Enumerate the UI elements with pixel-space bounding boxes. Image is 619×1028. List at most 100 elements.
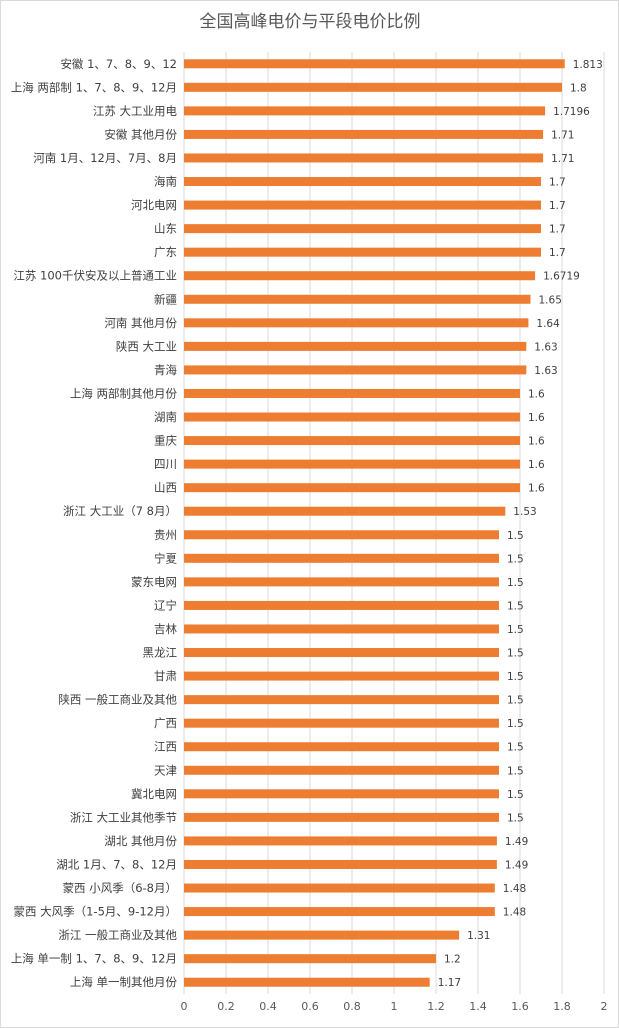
category-label: 河南 其他月份: [104, 316, 177, 330]
bar: [184, 907, 495, 917]
value-label: 1.71: [551, 153, 574, 165]
category-label: 辽宁: [154, 598, 177, 612]
bar: [184, 459, 520, 469]
category-label: 广东: [154, 245, 177, 259]
category-label: 上海 单一制其他月份: [70, 975, 178, 989]
bar: [184, 789, 499, 799]
bar: [184, 506, 506, 516]
category-label: 蒙西 小风季（6-8月）: [63, 881, 177, 895]
bar: [184, 624, 499, 634]
category-label: 青海: [154, 363, 177, 377]
category-label: 上海 两部制其他月份: [70, 386, 178, 400]
value-label: 1.5: [507, 553, 524, 565]
bar: [184, 412, 520, 422]
value-label: 1.5: [507, 765, 524, 777]
value-label: 1.5: [507, 718, 524, 730]
category-label: 冀北电网: [131, 787, 177, 801]
x-tick-label: 0: [181, 1000, 188, 1013]
value-label: 1.31: [467, 930, 490, 942]
x-tick-label: 1.8: [553, 1000, 571, 1013]
bar: [184, 294, 531, 304]
bar: [184, 82, 562, 92]
bar: [184, 671, 499, 681]
category-label: 蒙西 大风季（1-5月、9-12月）: [13, 905, 177, 919]
bar: [184, 859, 497, 869]
category-label: 宁夏: [154, 551, 177, 565]
bar: [184, 436, 520, 446]
value-label: 1.6: [528, 412, 545, 424]
bar: [184, 954, 436, 964]
category-label: 甘肃: [154, 669, 177, 683]
category-label: 江苏 100千伏安及以上普通工业: [13, 269, 177, 283]
bar: [184, 59, 565, 69]
category-label: 贵州: [154, 528, 177, 542]
x-tick-label: 0.6: [301, 1000, 319, 1013]
category-label: 重庆: [154, 434, 177, 448]
category-label: 山西: [154, 481, 177, 495]
value-label: 1.64: [536, 318, 560, 330]
value-label: 1.5: [507, 789, 524, 801]
value-label: 1.5: [507, 812, 524, 824]
category-label: 吉林: [154, 622, 177, 636]
value-label: 1.6: [528, 436, 545, 448]
category-label: 四川: [154, 457, 177, 471]
x-tick-label: 2: [601, 1000, 608, 1013]
bar: [184, 153, 544, 163]
value-label: 1.5: [507, 530, 524, 542]
category-label: 江西: [154, 740, 177, 754]
value-label: 1.49: [505, 859, 528, 871]
value-label: 1.7: [549, 177, 566, 189]
value-label: 1.5: [507, 742, 524, 754]
bar: [184, 365, 527, 375]
bar: [184, 483, 520, 493]
category-label: 蒙东电网: [131, 575, 177, 589]
bar: [184, 930, 460, 940]
value-label: 1.5: [507, 577, 524, 589]
category-label: 浙江 一般工商业及其他: [58, 928, 177, 942]
category-label: 黑龙江: [143, 646, 178, 660]
value-label: 1.53: [513, 506, 536, 518]
category-label: 浙江 大工业其他季节: [70, 810, 177, 824]
value-label: 1.5: [507, 624, 524, 636]
gridlines: [183, 52, 605, 994]
bar: [184, 177, 541, 187]
bar: [184, 530, 499, 540]
category-label: 浙江 大工业（7 8月）: [63, 504, 177, 518]
category-label: 湖南: [154, 410, 177, 424]
category-label: 陕西 一般工商业及其他: [58, 693, 177, 707]
category-label: 安徽 其他月份: [104, 127, 177, 141]
value-label: 1.6: [528, 483, 545, 495]
x-tick-label: 0.4: [259, 1000, 277, 1013]
category-label: 上海 两部制 1、7、8、9、12月: [11, 80, 177, 94]
bar: [184, 318, 529, 328]
bars: 安徽 1、7、8、9、12 1.813 上海 两部制 1、7、8、9、12月 1.8 江…: [11, 57, 603, 989]
value-label: 1.48: [503, 883, 526, 895]
value-label: 1.63: [534, 341, 557, 353]
value-label: 1.5: [507, 600, 524, 612]
chart-title: 全国高峰电价与平段电价比例: [200, 12, 421, 32]
bar: [184, 106, 546, 116]
value-label: 1.17: [438, 977, 461, 989]
category-label: 天津: [154, 763, 177, 777]
x-tick-label: 1.6: [511, 1000, 529, 1013]
x-tick-label: 1: [391, 1000, 398, 1013]
category-label: 江苏 大工业用电: [93, 104, 178, 118]
bar: [184, 224, 541, 234]
bar: [184, 812, 499, 822]
bar: [184, 388, 520, 398]
category-label: 河北电网: [131, 198, 177, 212]
value-label: 1.7196: [553, 106, 590, 118]
category-label: 安徽 1、7、8、9、12: [60, 57, 177, 71]
value-label: 1.65: [539, 294, 562, 306]
value-label: 1.7: [549, 247, 566, 259]
bar: [184, 129, 544, 139]
value-label: 1.8: [570, 82, 587, 94]
bar: [184, 247, 541, 257]
value-label: 1.63: [534, 365, 557, 377]
category-label: 河南 1月、12月、7月、8月: [33, 151, 177, 165]
category-label: 湖北 其他月份: [104, 834, 177, 848]
bar: [184, 553, 499, 563]
value-label: 1.813: [573, 59, 603, 71]
bar: [184, 600, 499, 610]
category-label: 新疆: [154, 292, 177, 306]
